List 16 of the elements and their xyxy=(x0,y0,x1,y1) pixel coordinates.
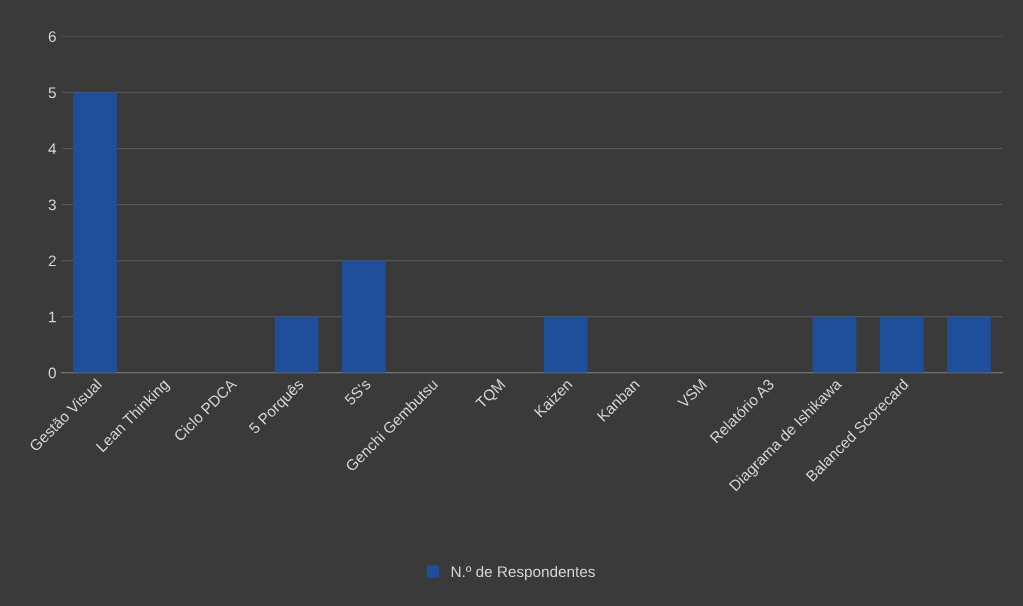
bar xyxy=(274,316,319,373)
y-tick-label: 3 xyxy=(48,199,56,211)
bar xyxy=(73,92,117,373)
y-tick-label: 6 xyxy=(48,31,56,43)
bar xyxy=(879,316,924,373)
legend-label: N.º de Respondentes xyxy=(451,565,595,581)
bar xyxy=(342,260,386,373)
y-tick-label: 0 xyxy=(48,367,56,379)
bar xyxy=(543,316,588,373)
y-tick-label: 1 xyxy=(49,311,56,323)
y-tick-label: 5 xyxy=(48,87,56,99)
y-tick-label: 2 xyxy=(48,255,56,267)
x-tick-label: 5S's xyxy=(343,378,372,406)
bar xyxy=(947,316,991,373)
bar xyxy=(812,316,857,373)
y-tick-label: 4 xyxy=(48,143,57,155)
